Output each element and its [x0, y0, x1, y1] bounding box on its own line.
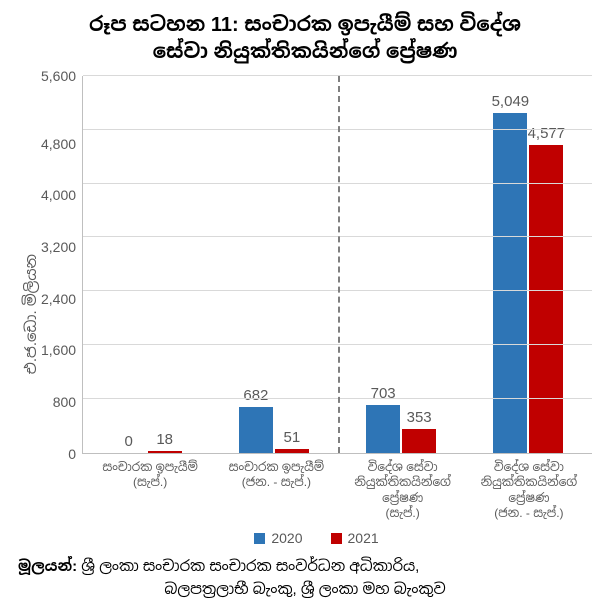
- y-tick: 1,600: [41, 342, 76, 358]
- y-axis-label: එ.ජ.ඩො. මිලියන: [18, 254, 41, 374]
- bar-value-label: 4,577: [528, 125, 566, 145]
- legend-swatch-2020: [254, 533, 265, 544]
- plot-column: 5,6004,8004,0003,2002,4001,6008000 01868…: [41, 76, 592, 552]
- bar: 4,577: [529, 145, 563, 453]
- source-text-1: ශ්‍රී ලංකා සංචාරක සංචාරක සංවර්ධන අධිකාරි…: [77, 558, 419, 575]
- bar: 5,049: [493, 113, 527, 453]
- chart-area: එ.ජ.ඩො. මිලියන 5,6004,8004,0003,2002,400…: [18, 76, 592, 552]
- legend-item-2020: 2020: [254, 530, 302, 546]
- y-tick: 800: [53, 394, 76, 410]
- bar-value-label: 682: [243, 387, 268, 407]
- x-tick-label: සංචාරක ඉපැයීම්(ජන. - සැප්.): [213, 454, 339, 522]
- source-line-2: බලපත්‍රලාභී බැංකු, ශ්‍රී ලංකා මහ බැංකුව: [18, 579, 592, 602]
- bar-value-label: 5,049: [492, 93, 530, 113]
- bar-value-label: 353: [407, 409, 432, 429]
- legend-item-2021: 2021: [331, 530, 379, 546]
- bar-group: 0 18: [83, 76, 210, 453]
- bar: 703: [366, 405, 400, 452]
- title-line-1: රූප සටහන 11: සංචාරක ඉපැයීම් සහ විදේශ: [18, 12, 592, 39]
- y-tick: 4,000: [41, 187, 76, 203]
- bar: 51: [275, 449, 309, 452]
- bar-group: 5,0494,577: [465, 76, 592, 453]
- y-axis-ticks: 5,6004,8004,0003,2002,4001,6008000: [41, 76, 82, 454]
- source-note: මූලයන්: ශ්‍රී ලංකා සංචාරක සංචාරක සංවර්ධන…: [18, 552, 592, 601]
- plot-row: 5,6004,8004,0003,2002,4001,6008000 01868…: [41, 76, 592, 454]
- source-line-1: මූලයන්: ශ්‍රී ලංකා සංචාරක සංචාරක සංවර්ධන…: [18, 556, 592, 579]
- source-label: මූලයන්:: [18, 558, 77, 575]
- bar-group: 68251: [210, 76, 337, 453]
- bar: 18: [148, 451, 182, 452]
- legend-label-2021: 2021: [348, 530, 379, 546]
- y-tick: 4,800: [41, 136, 76, 152]
- bar-value-label: 51: [284, 429, 301, 449]
- bar: 682: [239, 407, 273, 453]
- chart-container: රූප සටහන 11: සංචාරක ඉපැයීම් සහ විදේශ සේව…: [0, 0, 610, 609]
- y-tick: 5,600: [41, 68, 76, 84]
- bar-value-label: 18: [156, 431, 173, 451]
- x-axis-labels: සංචාරක ඉපැයීම්(සැප්.)සංචාරක ඉපැයීම්(ජන. …: [87, 454, 592, 522]
- plot-area: 018682517033535,0494,577: [82, 76, 592, 454]
- y-tick: 0: [68, 446, 76, 462]
- section-divider: [338, 76, 340, 453]
- legend: 2020 2021: [41, 522, 592, 552]
- bar: 353: [402, 429, 436, 453]
- y-tick: 2,400: [41, 291, 76, 307]
- bar-value-label: 0: [124, 433, 132, 453]
- title-line-2: සේවා නියුක්තිකයින්ගේ ප්‍රේෂණ: [18, 39, 592, 66]
- legend-label-2020: 2020: [271, 530, 302, 546]
- bar-group: 703353: [338, 76, 465, 453]
- chart-title: රූප සටහන 11: සංචාරක ඉපැයීම් සහ විදේශ සේව…: [18, 12, 592, 66]
- x-tick-label: සංචාරක ඉපැයීම්(සැප්.): [87, 454, 213, 522]
- legend-swatch-2021: [331, 533, 342, 544]
- y-tick: 3,200: [41, 239, 76, 255]
- x-tick-label: විදේශ සේවානියුක්තිකයින්ගේප්‍රේෂණ(ජන. - ස…: [466, 454, 592, 522]
- x-tick-label: විදේශ සේවානියුක්තිකයින්ගේප්‍රේෂණ(සැප්.): [340, 454, 466, 522]
- bar-value-label: 703: [371, 385, 396, 405]
